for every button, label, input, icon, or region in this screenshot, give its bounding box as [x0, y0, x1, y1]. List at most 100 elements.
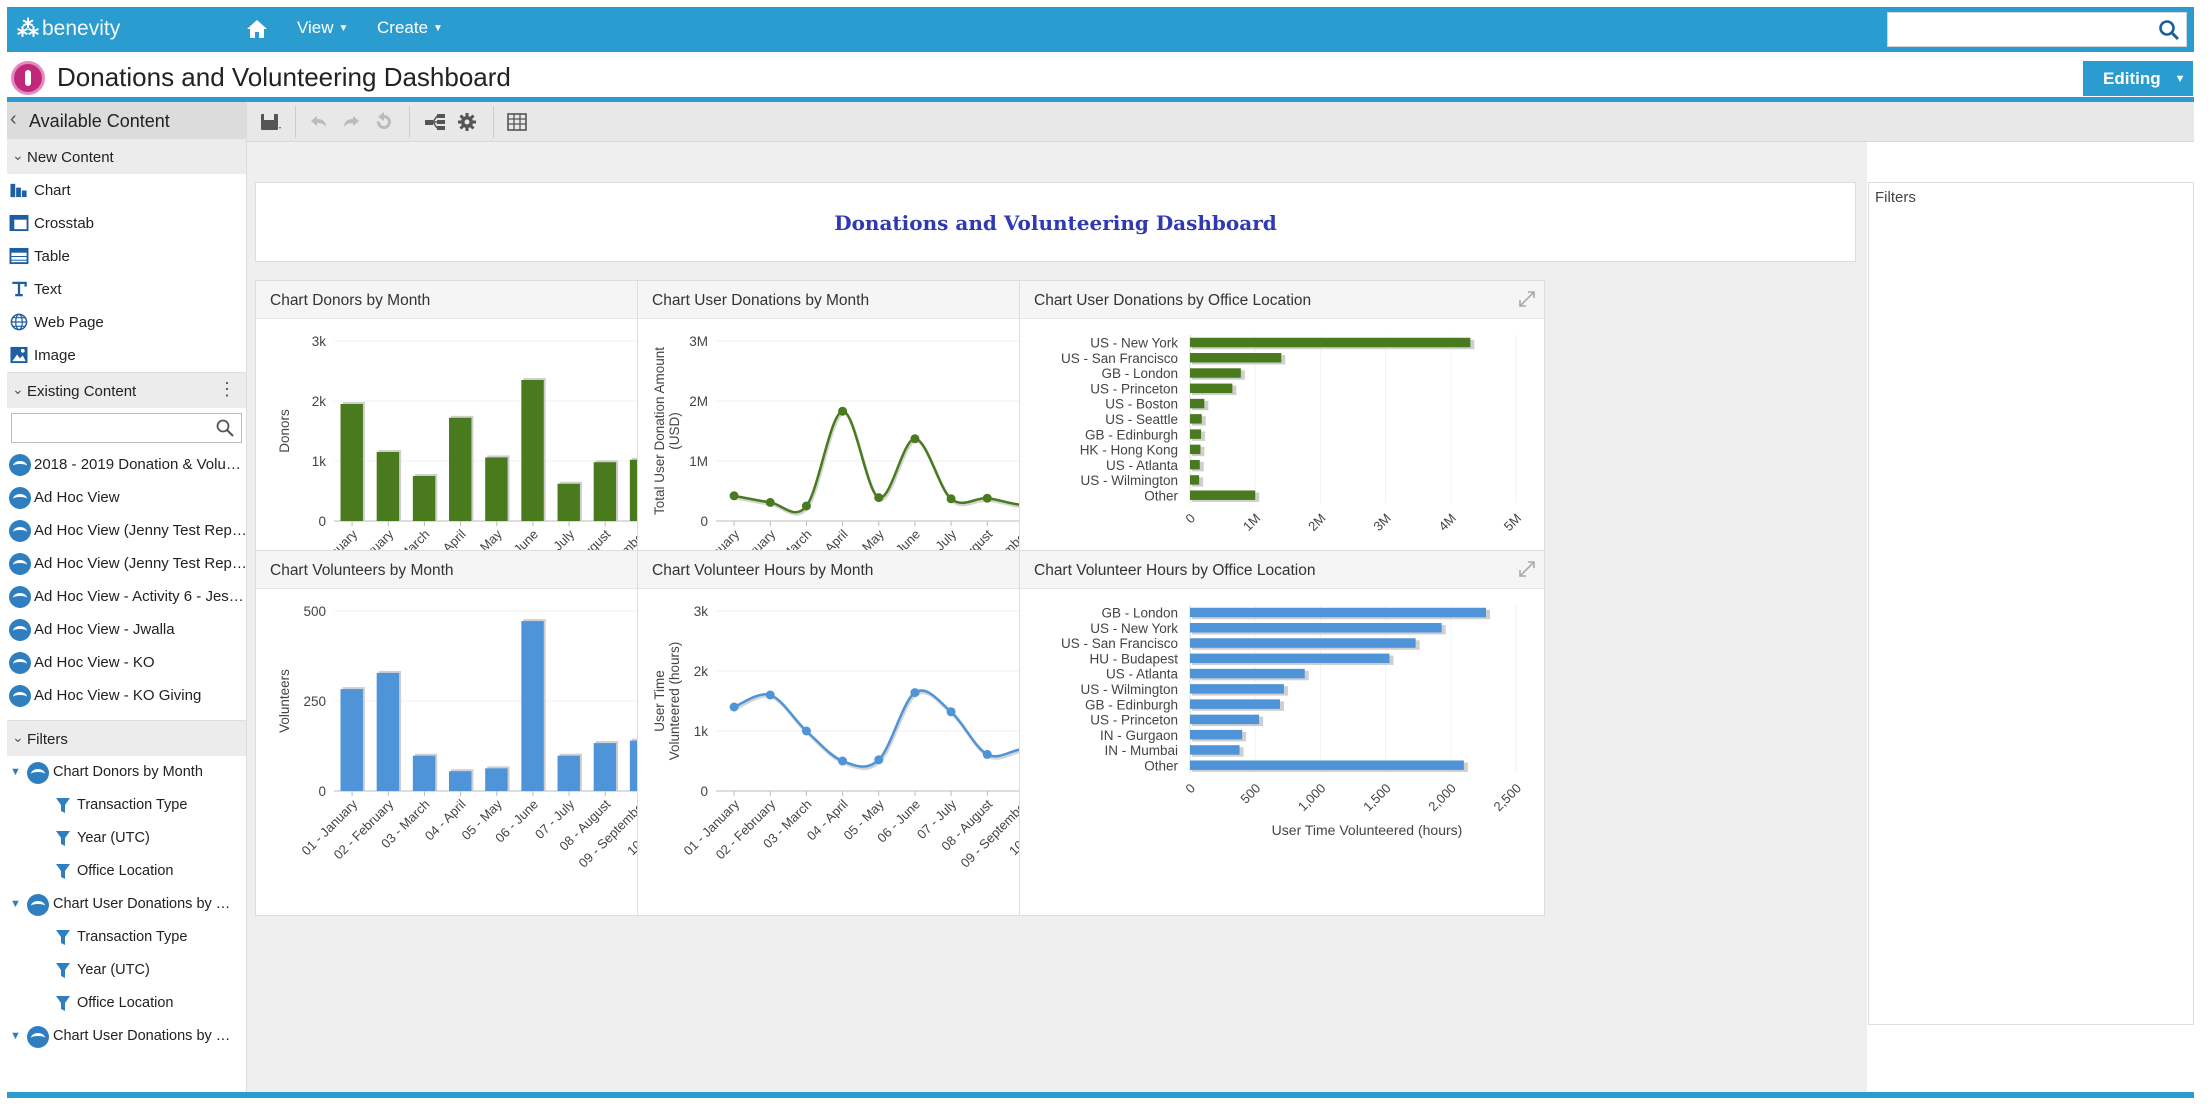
bar[interactable] [1190, 337, 1471, 348]
bar[interactable] [1190, 714, 1260, 725]
view-menu[interactable]: View ▼ [297, 18, 348, 38]
data-point[interactable] [838, 756, 848, 766]
bar[interactable] [376, 672, 400, 791]
bar[interactable] [1190, 607, 1487, 618]
bar[interactable] [593, 462, 617, 521]
bar[interactable] [1190, 668, 1305, 679]
data-point[interactable] [729, 491, 739, 501]
bar[interactable] [1190, 475, 1200, 485]
editing-mode-button[interactable]: Editing ▼ [2083, 61, 2193, 96]
filter-item[interactable]: Transaction Type [7, 789, 246, 822]
data-point[interactable] [946, 707, 956, 717]
bar[interactable] [412, 755, 436, 791]
filter-item[interactable]: Office Location [7, 855, 246, 888]
existing-content-item[interactable]: Ad Hoc View (Jenny Test Rep… [7, 514, 246, 547]
data-point[interactable] [946, 494, 956, 504]
data-point[interactable] [982, 749, 992, 759]
dashboard-filters-panel[interactable]: Filters [1868, 182, 2194, 1025]
bar[interactable] [1190, 414, 1202, 424]
chart-panel-hours-office[interactable]: Chart Volunteer Hours by Office Location… [1019, 550, 1545, 916]
data-point[interactable] [801, 726, 811, 736]
dashboard-heading-panel[interactable]: Donations and Volunteering Dashboard [255, 182, 1856, 262]
filters-section[interactable]: ⌄ Filters [7, 720, 246, 756]
filter-item[interactable]: Year (UTC) [7, 954, 246, 987]
new-content-image[interactable]: Image [7, 339, 246, 372]
bar[interactable] [376, 452, 400, 521]
bar[interactable] [1190, 760, 1464, 770]
new-content-section[interactable]: ⌄ New Content [7, 138, 246, 174]
filter-item[interactable]: Transaction Type [7, 921, 246, 954]
bar[interactable] [557, 483, 580, 521]
new-content-crosstab[interactable]: Crosstab [7, 207, 246, 240]
bar[interactable] [340, 689, 363, 791]
data-point[interactable] [910, 434, 920, 444]
bar[interactable] [485, 457, 508, 521]
data-point[interactable] [801, 501, 811, 511]
data-point[interactable] [910, 688, 920, 698]
new-content-web-page[interactable]: Web Page [7, 306, 246, 339]
new-content-table[interactable]: Table [7, 240, 246, 273]
undo-all-icon[interactable] [371, 111, 395, 133]
data-point[interactable] [765, 690, 775, 700]
global-search-input[interactable] [1887, 12, 2187, 47]
filter-group[interactable]: ▼ Chart Donors by Month [7, 756, 246, 789]
bar[interactable] [1190, 444, 1201, 455]
redo-icon[interactable] [339, 111, 363, 133]
filter-item[interactable]: Year (UTC) [7, 822, 246, 855]
bar[interactable] [1190, 653, 1390, 664]
existing-content-item[interactable]: Ad Hoc View - Jwalla [7, 613, 246, 646]
bar[interactable] [1190, 699, 1280, 709]
search-icon[interactable] [2158, 19, 2180, 41]
existing-content-search-input[interactable] [11, 413, 242, 443]
bar[interactable] [1190, 353, 1282, 363]
bar[interactable] [1190, 368, 1241, 378]
data-point[interactable] [874, 493, 884, 503]
bar[interactable] [340, 404, 363, 521]
grid-icon[interactable] [505, 111, 529, 133]
bar[interactable] [521, 621, 544, 791]
filter-item[interactable]: Office Location [7, 987, 246, 1020]
bar[interactable] [412, 476, 436, 521]
gear-icon[interactable] [455, 111, 479, 133]
existing-content-item[interactable]: Ad Hoc View [7, 481, 246, 514]
maximize-icon[interactable] [1518, 290, 1536, 308]
bar[interactable] [593, 743, 617, 791]
chart-panel-header[interactable]: Chart User Donations by Office Location [1020, 281, 1544, 319]
bar[interactable] [1190, 490, 1256, 500]
data-point[interactable] [729, 702, 739, 712]
existing-content-item[interactable]: Ad Hoc View - KO [7, 646, 246, 679]
new-content-text[interactable]: Text [7, 273, 246, 306]
bar[interactable] [485, 768, 508, 791]
available-content-header[interactable]: Available Content [7, 102, 246, 138]
bar[interactable] [1190, 729, 1243, 740]
data-point[interactable] [838, 406, 848, 416]
existing-content-item[interactable]: Ad Hoc View - KO Giving [7, 679, 246, 712]
filter-group[interactable]: ▼ Chart User Donations by … [7, 1020, 246, 1053]
bar[interactable] [1190, 429, 1202, 439]
bar[interactable] [1190, 684, 1284, 694]
existing-content-item[interactable]: 2018 - 2019 Donation & Volu… [7, 448, 246, 481]
filter-manager-icon[interactable] [423, 111, 447, 133]
chart-panel-header[interactable]: Chart Volunteer Hours by Office Location [1020, 551, 1544, 589]
benevity-logo[interactable]: ⁂ benevity [17, 15, 120, 43]
bar[interactable] [1190, 459, 1200, 470]
home-icon[interactable] [245, 17, 269, 41]
maximize-icon[interactable] [1518, 560, 1536, 578]
new-content-chart[interactable]: Chart [7, 174, 246, 207]
bar[interactable] [521, 380, 544, 521]
data-point[interactable] [874, 755, 884, 765]
existing-content-item[interactable]: Ad Hoc View (Jenny Test Rep… [7, 547, 246, 580]
bar[interactable] [1190, 638, 1416, 648]
more-options-icon[interactable]: ⋮ [218, 379, 236, 399]
filter-group[interactable]: ▼ Chart User Donations by … [7, 888, 246, 921]
save-icon[interactable] [259, 111, 283, 133]
existing-content-item[interactable]: Ad Hoc View - Activity 6 - Jes… [7, 580, 246, 613]
bar[interactable] [1190, 398, 1205, 409]
existing-content-section[interactable]: ⌄ Existing Content ⋮ [7, 372, 246, 408]
bar[interactable] [1190, 745, 1240, 755]
create-menu[interactable]: Create ▼ [377, 18, 443, 38]
bar[interactable] [1190, 623, 1442, 633]
bar[interactable] [1190, 383, 1233, 394]
bar[interactable] [449, 417, 472, 521]
undo-icon[interactable] [307, 111, 331, 133]
